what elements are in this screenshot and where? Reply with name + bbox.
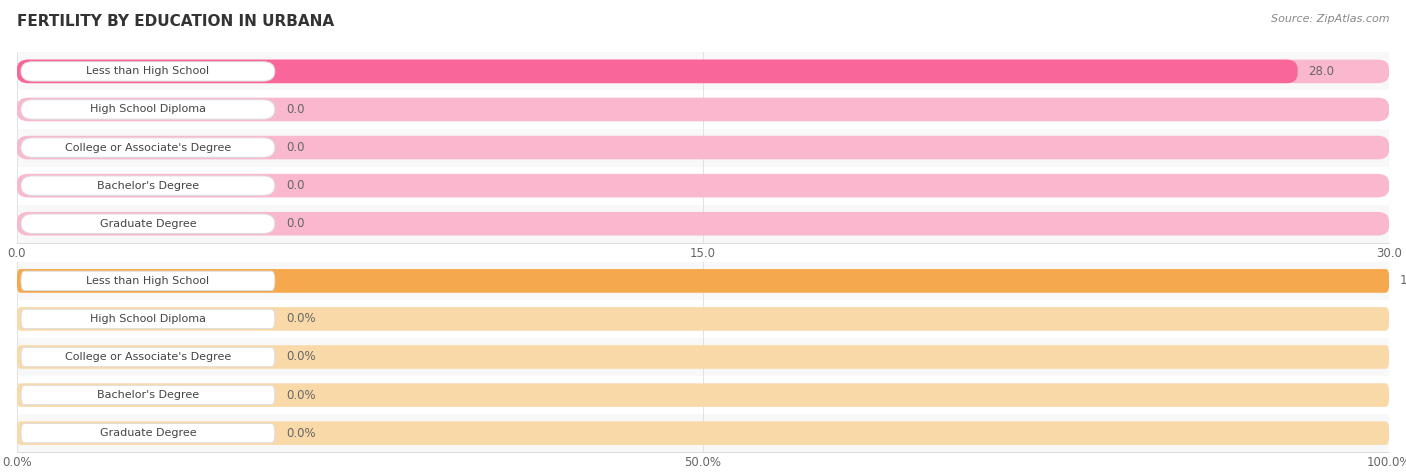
FancyBboxPatch shape: [17, 98, 1389, 121]
Text: Graduate Degree: Graduate Degree: [100, 428, 197, 438]
FancyBboxPatch shape: [21, 347, 274, 367]
Bar: [17, 262, 1389, 300]
Text: College or Associate's Degree: College or Associate's Degree: [65, 352, 231, 362]
FancyBboxPatch shape: [21, 271, 274, 290]
FancyBboxPatch shape: [17, 136, 1389, 159]
Bar: [17, 52, 1389, 90]
Text: Bachelor's Degree: Bachelor's Degree: [97, 180, 200, 191]
FancyBboxPatch shape: [21, 309, 274, 328]
Text: 100.0%: 100.0%: [1400, 274, 1406, 288]
FancyBboxPatch shape: [17, 307, 1389, 331]
Text: FERTILITY BY EDUCATION IN URBANA: FERTILITY BY EDUCATION IN URBANA: [17, 14, 335, 30]
Text: Source: ZipAtlas.com: Source: ZipAtlas.com: [1271, 14, 1389, 24]
FancyBboxPatch shape: [21, 424, 274, 443]
Text: 0.0: 0.0: [285, 103, 304, 116]
Bar: [17, 414, 1389, 452]
Text: High School Diploma: High School Diploma: [90, 314, 205, 324]
FancyBboxPatch shape: [17, 421, 1389, 445]
Bar: [17, 205, 1389, 243]
Text: 0.0: 0.0: [285, 217, 304, 230]
FancyBboxPatch shape: [21, 100, 274, 119]
FancyBboxPatch shape: [17, 269, 1389, 293]
Bar: [17, 90, 1389, 129]
Text: 0.0%: 0.0%: [285, 312, 315, 326]
FancyBboxPatch shape: [17, 345, 1389, 369]
FancyBboxPatch shape: [17, 212, 1389, 236]
Text: 0.0%: 0.0%: [285, 426, 315, 440]
FancyBboxPatch shape: [17, 60, 1389, 83]
Text: Less than High School: Less than High School: [86, 66, 209, 77]
Bar: [17, 300, 1389, 338]
Text: High School Diploma: High School Diploma: [90, 104, 205, 115]
FancyBboxPatch shape: [21, 176, 274, 195]
FancyBboxPatch shape: [17, 60, 1298, 83]
Text: College or Associate's Degree: College or Associate's Degree: [65, 142, 231, 153]
FancyBboxPatch shape: [21, 214, 274, 233]
Bar: [17, 376, 1389, 414]
Bar: [17, 129, 1389, 167]
Bar: [17, 338, 1389, 376]
Text: 0.0: 0.0: [285, 179, 304, 192]
FancyBboxPatch shape: [17, 383, 1389, 407]
Text: 0.0: 0.0: [285, 141, 304, 154]
Text: Bachelor's Degree: Bachelor's Degree: [97, 390, 200, 400]
Text: Less than High School: Less than High School: [86, 276, 209, 286]
Bar: [17, 167, 1389, 205]
FancyBboxPatch shape: [21, 138, 274, 157]
Text: 0.0%: 0.0%: [285, 350, 315, 364]
Text: Graduate Degree: Graduate Degree: [100, 218, 197, 229]
FancyBboxPatch shape: [17, 269, 1389, 293]
FancyBboxPatch shape: [21, 386, 274, 405]
Text: 28.0: 28.0: [1309, 65, 1334, 78]
FancyBboxPatch shape: [17, 174, 1389, 198]
Text: 0.0%: 0.0%: [285, 388, 315, 402]
FancyBboxPatch shape: [21, 62, 274, 81]
